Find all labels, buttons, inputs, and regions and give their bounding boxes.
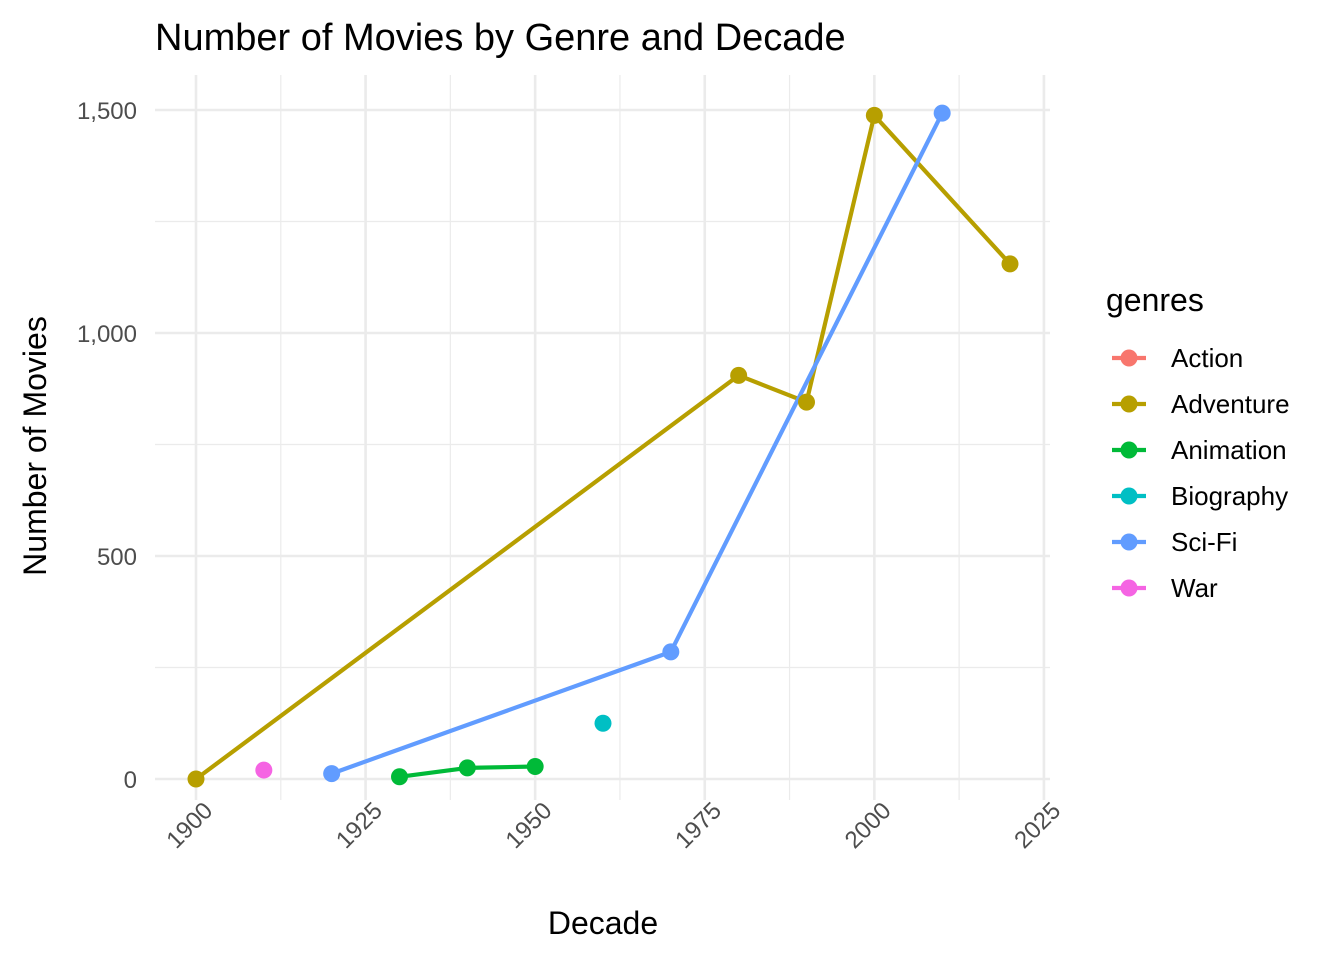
legend-label: Biography [1171,481,1288,511]
legend-title: genres [1106,282,1204,318]
x-tick-label: 1975 [670,797,727,854]
legend: genres Action Adventure Animation Biography… [1106,282,1290,603]
legend-key-point [1120,441,1138,459]
data-point-war [255,761,273,779]
legend-key-point [1120,349,1138,367]
data-point-sci-fi [323,765,341,783]
y-tick-label: 0 [124,767,137,794]
legend-item-biography: Biography [1112,481,1288,511]
x-tick-label: 2025 [1009,797,1066,854]
legend-key-point [1120,487,1138,505]
legend-label: Animation [1171,435,1287,465]
legend-item-adventure: Adventure [1112,389,1290,419]
legend-key-point [1120,533,1138,551]
x-tick-label: 2000 [840,797,897,854]
data-point-adventure [865,106,883,124]
legend-label: Sci-Fi [1171,527,1237,557]
data-point-animation [391,768,408,786]
data-point-biography [594,714,612,732]
x-tick-label: 1900 [161,797,218,854]
y-axis-title: Number of Movies [17,316,53,576]
x-tick-label: 1950 [501,797,558,854]
legend-item-action: Action [1112,343,1243,373]
y-tick-label: 500 [97,544,137,571]
series-layer [187,104,1019,788]
data-point-adventure [798,393,815,411]
data-point-sci-fi [933,104,951,122]
chart-title: Number of Movies by Genre and Decade [155,17,846,59]
series-line-adventure [194,113,1012,781]
data-point-adventure [730,366,748,384]
data-point-adventure [1001,255,1019,273]
legend-item-war: War [1112,573,1218,603]
x-axis-ticks: 1900 1925 1950 1975 2000 2025 [161,797,1066,854]
legend-label: War [1171,573,1218,603]
legend-label: Action [1171,343,1243,373]
legend-items: Action Adventure Animation Biography Sci-Fi W… [1112,343,1290,603]
x-tick-label: 1925 [331,797,388,854]
data-point-sci-fi [662,643,680,661]
grid [155,75,1050,800]
legend-item-animation: Animation [1112,435,1287,465]
legend-key-point [1120,395,1138,413]
data-point-animation [526,758,544,776]
x-axis-title: Decade [548,905,658,941]
legend-key-point [1120,579,1138,597]
y-tick-label: 1,500 [77,98,137,125]
legend-label: Adventure [1171,389,1290,419]
data-point-adventure [187,770,205,788]
data-point-animation [458,759,476,777]
y-axis-ticks: 0 500 1,000 1,500 [77,98,137,794]
y-tick-label: 1,000 [77,321,137,348]
legend-item-sci-fi: Sci-Fi [1112,527,1237,557]
